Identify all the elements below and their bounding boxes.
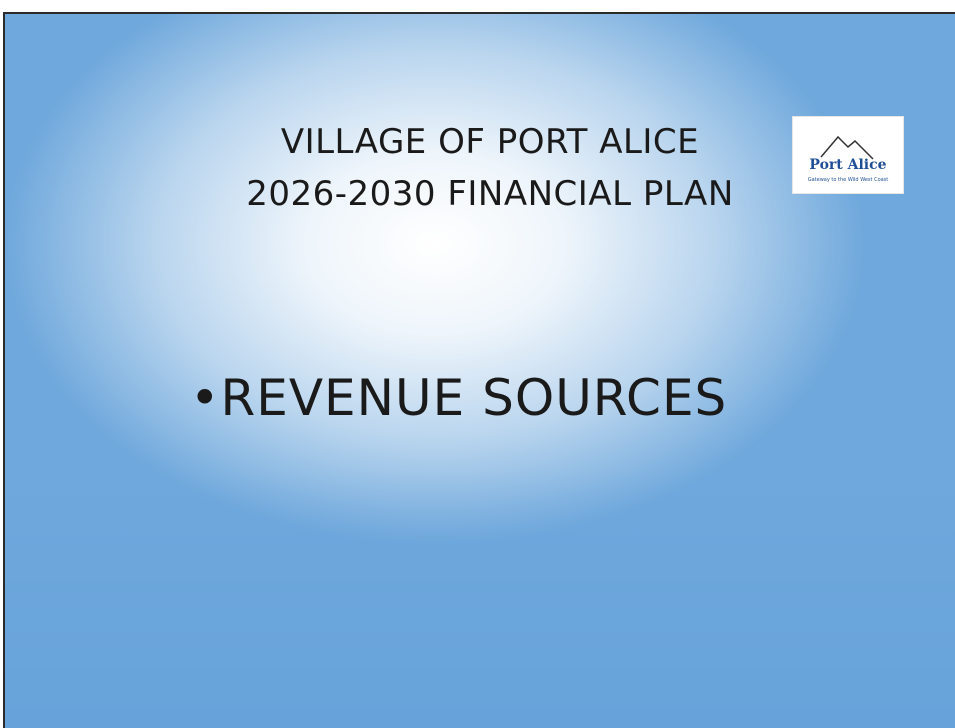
title-line: 2026-2030 FINANCIAL PLAN [246, 174, 734, 214]
logo-tagline: Gateway to the Wild West Coast [807, 177, 889, 183]
slide: VILLAGE OF PORT ALICE 2026-2030 FINANCIA… [3, 12, 955, 728]
logo-mountain [820, 135, 874, 160]
title-line: VILLAGE OF PORT ALICE [280, 122, 700, 162]
logo-name: Port Alice [809, 157, 887, 173]
bullet-text: •REVENUE SOURCES [190, 369, 728, 427]
logo: Port Alice Gateway to the Wild West Coas… [792, 116, 904, 194]
